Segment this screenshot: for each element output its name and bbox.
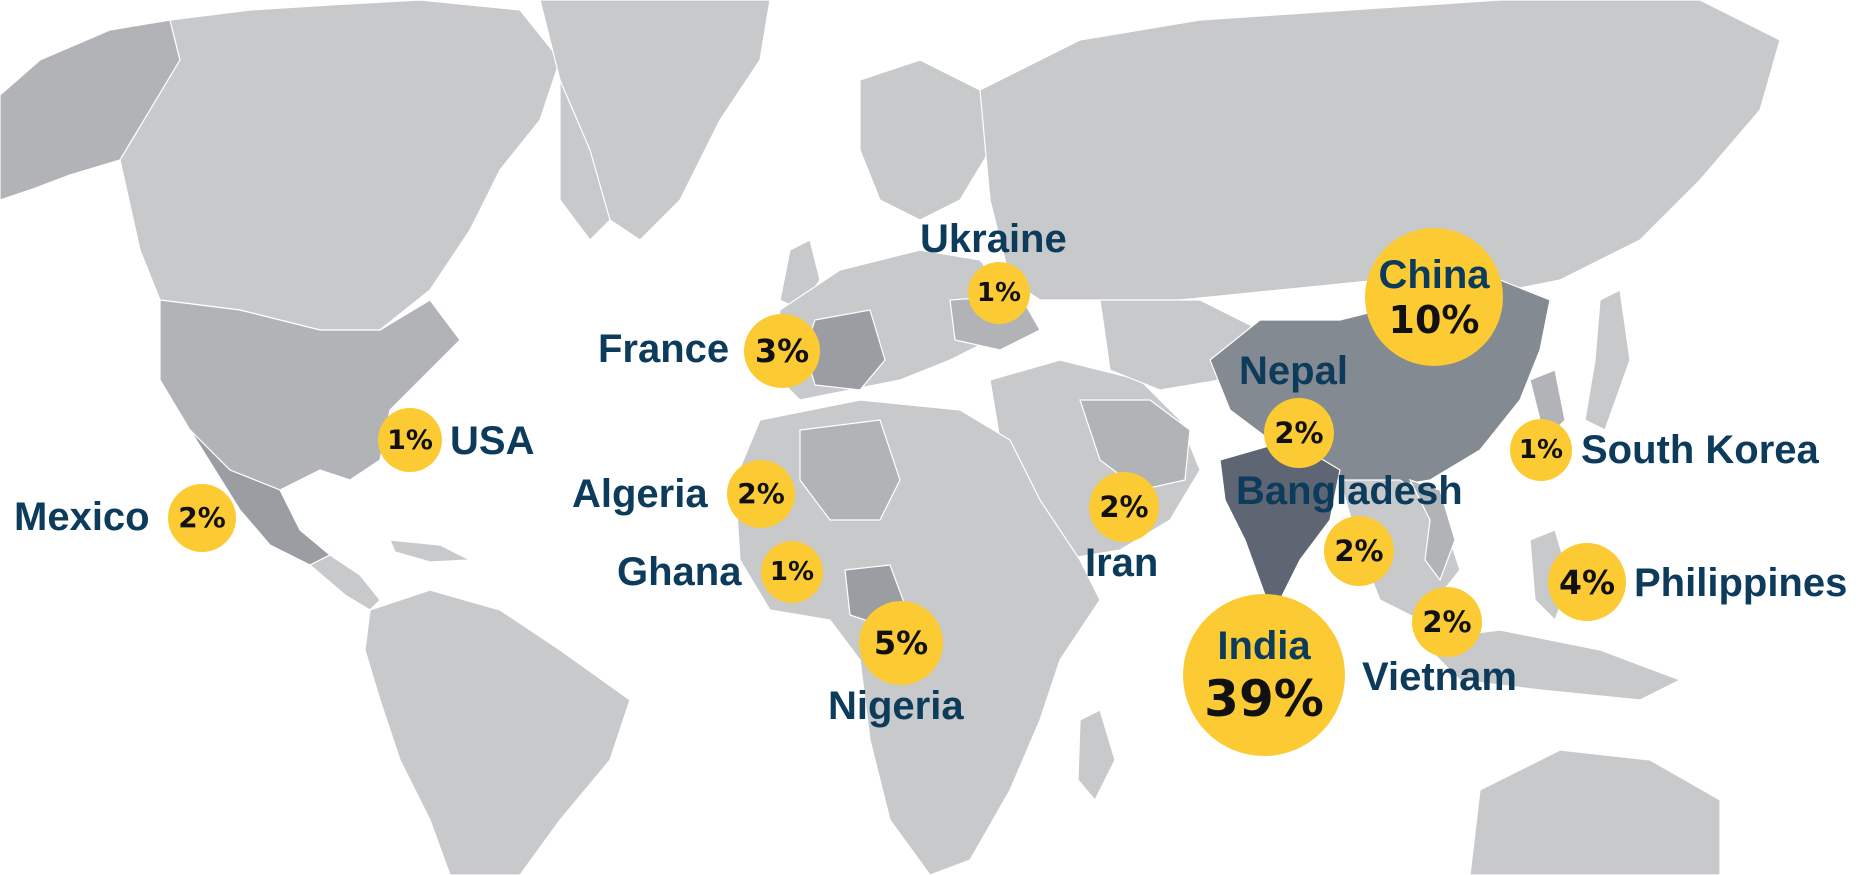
label-iran: Iran bbox=[1085, 541, 1159, 585]
label-bangladesh: Bangladesh bbox=[1236, 469, 1463, 513]
value-usa: 1% bbox=[387, 424, 433, 456]
label-india: India bbox=[1217, 624, 1311, 668]
landmass-iran bbox=[1079, 399, 1191, 491]
bubble-vietnam: 2% bbox=[1412, 587, 1482, 657]
landmass-canada bbox=[119, 0, 561, 331]
bubble-nepal: 2% bbox=[1264, 398, 1334, 468]
value-bangladesh: 2% bbox=[1334, 533, 1384, 568]
landmass-india bbox=[1219, 439, 1341, 601]
bubble-bangladesh: 2% bbox=[1324, 516, 1394, 586]
landmass-indonesia bbox=[1418, 629, 1682, 701]
value-algeria: 2% bbox=[737, 477, 785, 510]
value-ghana: 1% bbox=[769, 557, 815, 587]
landmass-madagascar bbox=[1077, 709, 1116, 802]
bubble-mexico: 2% bbox=[168, 484, 236, 552]
label-china: China bbox=[1378, 253, 1490, 297]
value-ukraine: 1% bbox=[976, 278, 1022, 308]
value-france: 3% bbox=[754, 332, 810, 370]
bubble-philippines: 4% bbox=[1548, 543, 1626, 621]
bubble-china: China 10% bbox=[1365, 228, 1503, 366]
bubble-iran: 2% bbox=[1089, 472, 1159, 542]
bubble-ukraine: 1% bbox=[968, 262, 1030, 324]
label-usa: USA bbox=[450, 419, 535, 463]
value-china: 10% bbox=[1388, 298, 1480, 342]
landmass-russia bbox=[979, 0, 1781, 301]
label-algeria: Algeria bbox=[572, 472, 708, 516]
bubble-ghana: 1% bbox=[761, 541, 823, 603]
bubble-south-korea: 1% bbox=[1510, 419, 1572, 481]
landmass-caribbean bbox=[389, 539, 473, 563]
value-mexico: 2% bbox=[178, 501, 226, 534]
landmass-south-america bbox=[364, 589, 631, 875]
label-france: France bbox=[598, 327, 730, 371]
label-ukraine: Ukraine bbox=[920, 217, 1067, 261]
landmass-algeria bbox=[799, 419, 901, 521]
label-ghana: Ghana bbox=[617, 550, 742, 594]
bubble-france: 3% bbox=[744, 314, 820, 388]
value-iran: 2% bbox=[1099, 489, 1149, 524]
landmass-vietnam bbox=[1408, 478, 1456, 582]
label-nepal: Nepal bbox=[1239, 349, 1348, 393]
bubble-algeria: 2% bbox=[727, 460, 795, 528]
label-philippines: Philippines bbox=[1634, 561, 1848, 605]
landmass-scandinavia bbox=[859, 59, 991, 221]
landmass-central-america bbox=[308, 554, 381, 611]
bubble-nigeria: 5% bbox=[859, 601, 943, 685]
landmass-australia bbox=[1469, 749, 1721, 875]
label-south-korea: South Korea bbox=[1581, 428, 1819, 472]
label-mexico: Mexico bbox=[14, 495, 150, 539]
landmass-japan bbox=[1584, 289, 1631, 431]
landmass-greenland bbox=[539, 0, 771, 241]
label-vietnam: Vietnam bbox=[1362, 655, 1517, 699]
bubble-india: India 39% bbox=[1183, 594, 1345, 756]
value-vietnam: 2% bbox=[1422, 604, 1472, 639]
value-philippines: 4% bbox=[1558, 562, 1616, 602]
label-nigeria: Nigeria bbox=[828, 684, 964, 728]
value-nepal: 2% bbox=[1274, 415, 1324, 450]
value-south-korea: 1% bbox=[1518, 435, 1564, 465]
value-nigeria: 5% bbox=[873, 624, 929, 662]
bubble-usa: 1% bbox=[378, 408, 442, 472]
value-india: 39% bbox=[1204, 670, 1324, 728]
